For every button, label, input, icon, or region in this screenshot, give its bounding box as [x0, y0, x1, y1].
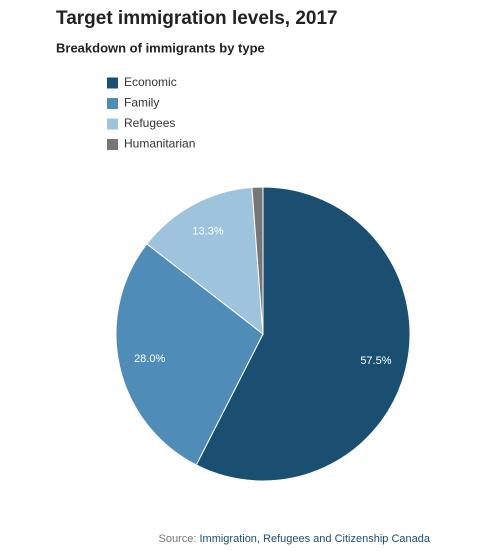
legend-swatch	[107, 139, 118, 150]
pie-slice	[115, 243, 264, 466]
slice-label: 28.0%	[134, 353, 165, 365]
source-name: Immigration, Refugees and Citizenship Ca…	[199, 533, 430, 545]
legend-label: Humanitarian	[124, 137, 195, 151]
pie-slice	[195, 186, 411, 482]
chart-title: Target immigration levels, 2017	[56, 8, 338, 29]
legend-swatch	[107, 77, 118, 89]
legend-swatch	[107, 98, 118, 109]
legend-label: Family	[124, 96, 159, 110]
slice-label: 57.5%	[360, 355, 391, 367]
chart-subtitle: Breakdown of immigrants by type	[56, 40, 265, 55]
legend-label: Economic	[124, 75, 177, 89]
pie-slice	[251, 186, 264, 335]
legend-swatch	[107, 118, 118, 130]
source-label: Source:	[158, 533, 196, 545]
slice-label: 13.3%	[192, 226, 223, 238]
legend-label: Refugees	[124, 116, 175, 130]
source: Source: Immigration, Refugees and Citize…	[158, 533, 430, 545]
pie-slice	[146, 186, 264, 336]
